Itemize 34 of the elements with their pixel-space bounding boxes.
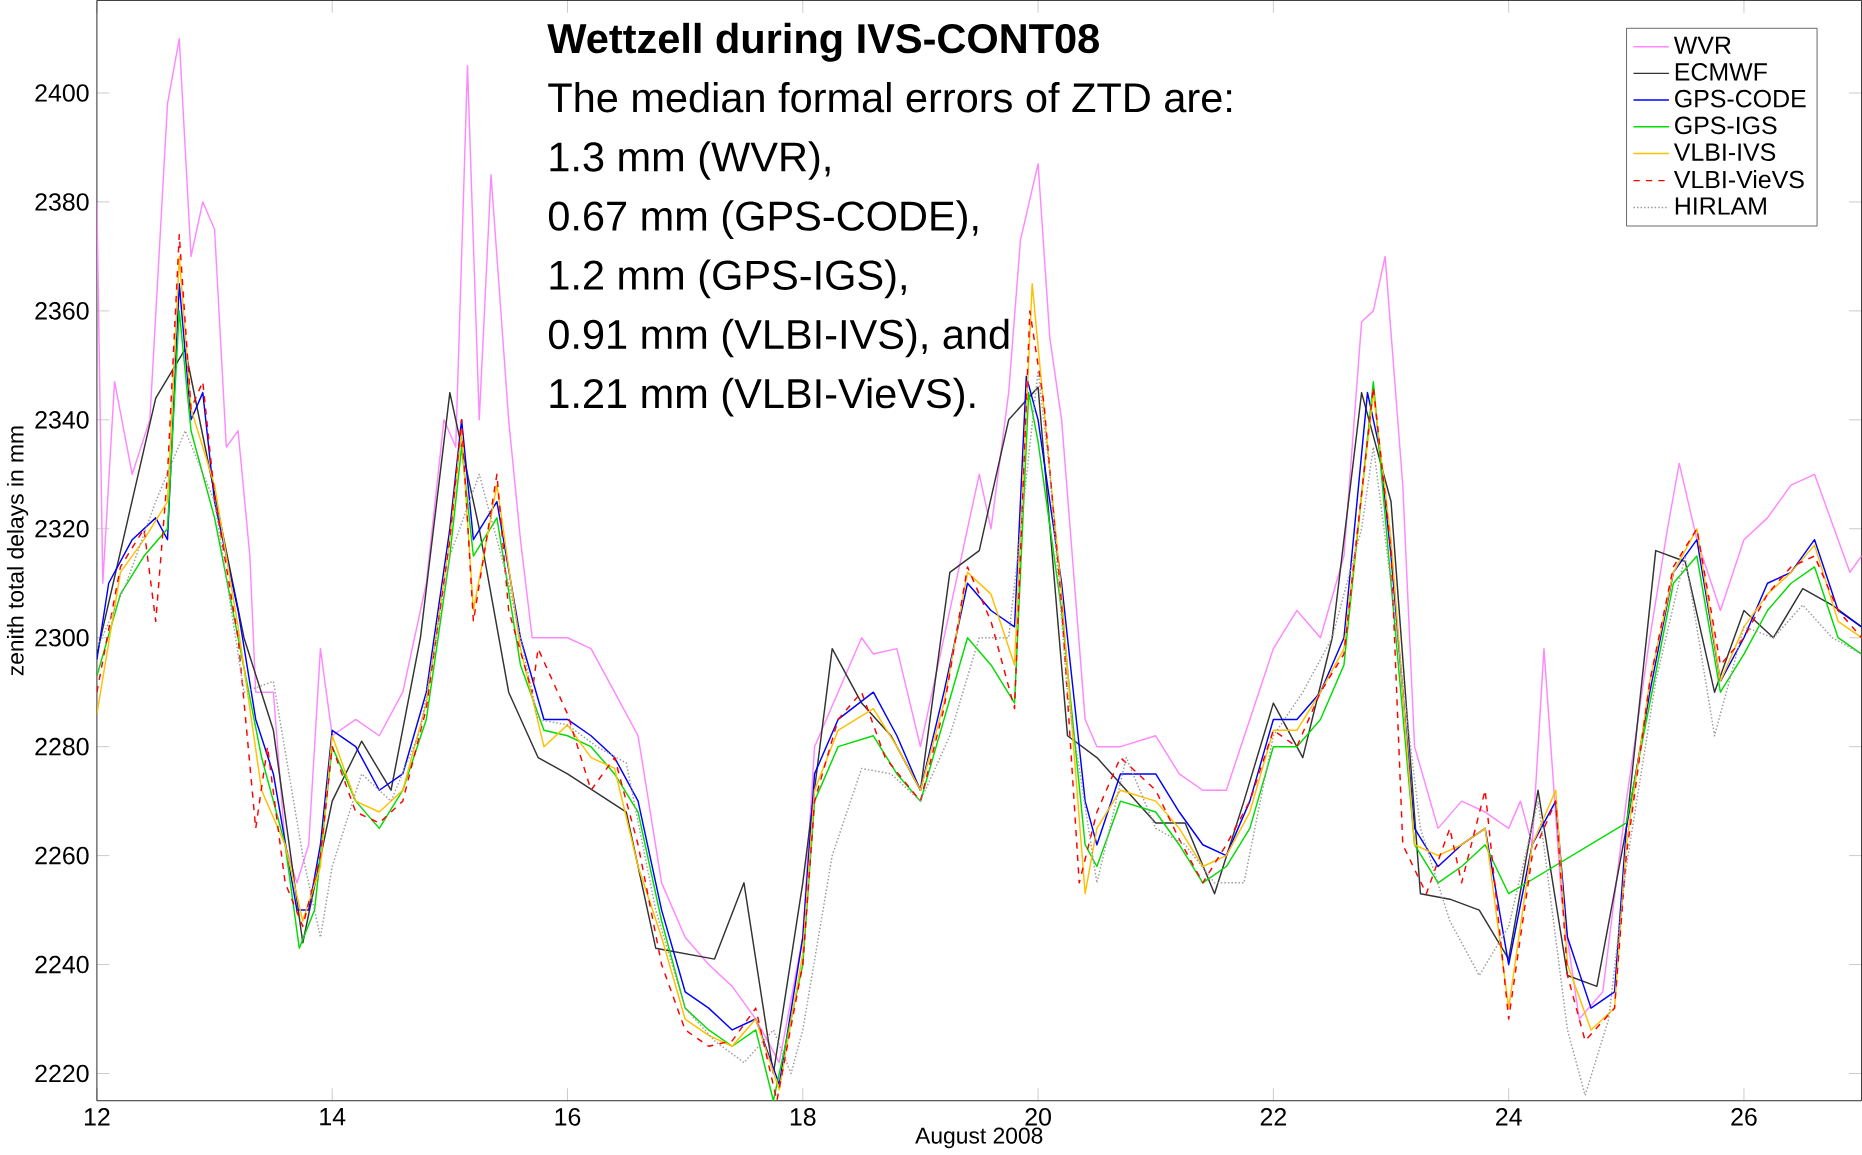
x-tick-label: 22 (1260, 1108, 1286, 1126)
y-tick-label: 2320 (35, 519, 89, 538)
legend-label: GPS-CODE (1675, 89, 1806, 108)
y-tick-label: 2260 (35, 846, 89, 865)
annotation: 1.3 mm (WVR), (550, 141, 830, 180)
legend-label: VLBI-VieVS (1673, 170, 1804, 189)
y-tick-label: 2300 (35, 628, 89, 647)
y-tick-label: 2340 (35, 410, 89, 429)
legend-label: WVR (1673, 36, 1731, 54)
x-tick-label: 16 (555, 1108, 581, 1126)
y-tick-label: 2220 (35, 1064, 89, 1083)
legend-label: VLBI-IVS (1673, 143, 1776, 161)
x-tick-label: 18 (790, 1108, 816, 1126)
annotation: 1.2 mm (GPS-IGS), (550, 259, 906, 299)
y-axis-title: zenith total delays in mm (6, 426, 29, 676)
x-tick-label: 14 (320, 1108, 346, 1126)
annotation: 1.21 mm (VLBI-VieVS). (550, 377, 975, 417)
legend-label: HIRLAM (1675, 197, 1766, 215)
x-tick-label: 26 (1731, 1108, 1757, 1126)
x-tick-label: 20 (1025, 1108, 1051, 1126)
x-tick-label: 12 (84, 1108, 110, 1126)
annotation: 0.67 mm (GPS-CODE), (548, 200, 978, 239)
y-tick-label: 2240 (35, 955, 89, 974)
x-tick-label: 24 (1496, 1108, 1522, 1126)
legend-label: GPS-IGS (1675, 116, 1777, 135)
legend-label: ECMWF (1675, 63, 1767, 81)
y-tick-label: 2280 (35, 737, 89, 756)
x-axis-title: August 2008 (915, 1127, 1043, 1149)
y-tick-label: 2400 (35, 84, 89, 102)
y-tick-label: 2360 (35, 302, 89, 320)
annotation: 0.91 mm (VLBI-IVS), and (548, 318, 1009, 358)
annotation: The median formal errors of ZTD are: (548, 81, 1232, 113)
text: Wettzell during IVS-CONT08 (547, 22, 1099, 62)
y-tick-label: 2380 (35, 193, 89, 211)
